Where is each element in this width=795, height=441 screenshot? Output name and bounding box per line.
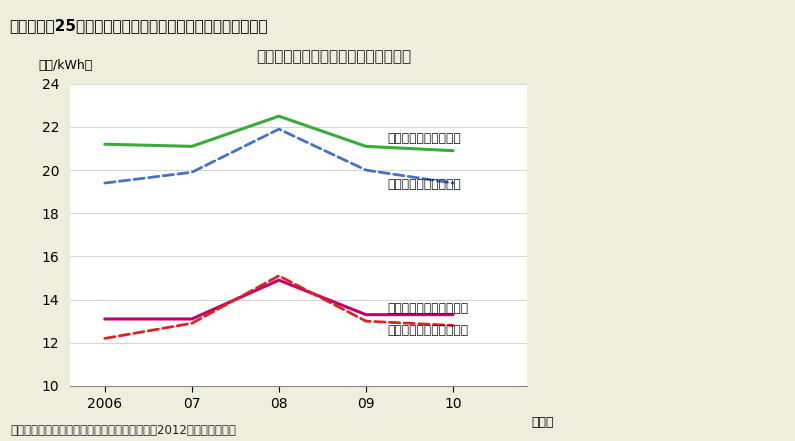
Text: 収入単価（規制部門）: 収入単価（規制部門）: [388, 132, 462, 146]
Text: （円/kWh）: （円/kWh）: [38, 59, 92, 72]
Text: 収入単価（自由化部門）: 収入単価（自由化部門）: [388, 302, 469, 315]
Text: （年）: （年）: [532, 416, 554, 429]
Text: 第１－３－25図　規制・自由部門別の収支（東京電力の例）: 第１－３－25図 規制・自由部門別の収支（東京電力の例）: [10, 19, 268, 34]
Text: （備考）経済産業省電気料金審査専門委員会（2012）により作成。: （備考）経済産業省電気料金審査専門委員会（2012）により作成。: [10, 425, 236, 437]
Text: 費用単価（自由化部門）: 費用単価（自由化部門）: [388, 324, 469, 337]
Text: 収入単価も費用単価も規制部門が割高: 収入単価も費用単価も規制部門が割高: [256, 49, 412, 64]
Text: 費用単価（規制部門）: 費用単価（規制部門）: [388, 178, 462, 191]
